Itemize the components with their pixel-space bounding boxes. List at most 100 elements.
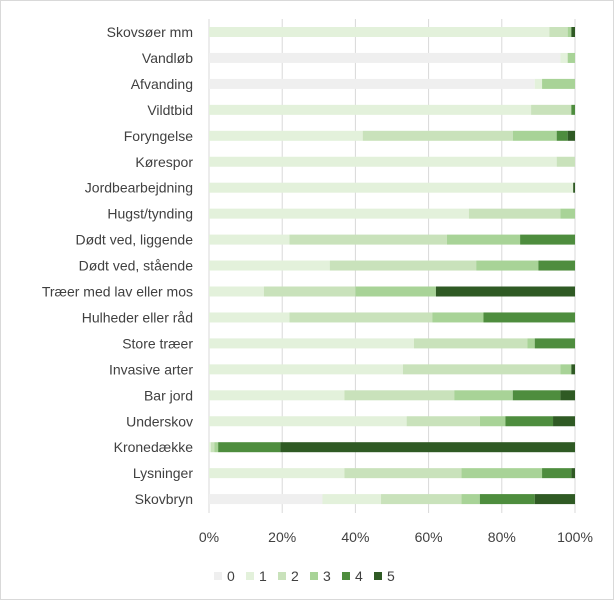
category-label: Kronedække	[114, 439, 194, 455]
x-axis-tick-labels: 0% 20% 40% 60% 80% 100%	[199, 529, 593, 545]
bar-segment	[468, 208, 561, 219]
bar-segment	[531, 104, 572, 115]
legend-swatch	[342, 572, 350, 580]
bar-segment	[402, 364, 561, 375]
bar-segment	[209, 27, 550, 37]
bar-segment	[505, 416, 554, 427]
bars	[209, 27, 575, 505]
legend: 0 1 2 3 4 5	[214, 568, 395, 584]
legend-swatch	[246, 572, 254, 580]
bar-segment	[413, 338, 528, 349]
bar-segment	[362, 130, 513, 141]
legend-label: 5	[387, 568, 395, 584]
x-tick-label: 100%	[557, 529, 593, 545]
bar-segment	[556, 156, 575, 167]
bar-segment	[560, 208, 575, 219]
bar-segment	[209, 312, 290, 323]
bar-segment	[567, 130, 575, 141]
bar-segment	[461, 494, 480, 505]
bar-segment	[280, 442, 575, 453]
bar-segment	[381, 494, 462, 505]
category-label: Vandløb	[142, 50, 193, 66]
bar-segment	[567, 52, 575, 63]
bar-segment	[344, 390, 455, 401]
x-tick-label: 20%	[268, 529, 296, 545]
category-labels: Skovsøer mm Vandløb Afvanding Vildtbid Foryn…	[42, 24, 194, 507]
category-label: Hulheder eller råd	[82, 309, 193, 325]
category-label: Invasive arter	[109, 361, 193, 377]
bar-segment	[549, 27, 568, 37]
bar-segment	[289, 234, 447, 245]
bar-segment	[512, 130, 557, 141]
category-label: Kørespor	[135, 154, 193, 170]
bar-segment	[476, 260, 539, 271]
bar-segment	[527, 338, 535, 349]
bar-segment	[209, 494, 323, 505]
bar-segment	[263, 286, 356, 297]
bar-segment	[573, 182, 575, 193]
bar-segment	[483, 312, 575, 323]
category-label: Store træer	[122, 335, 193, 351]
bar-segment	[209, 442, 211, 453]
bar-segment	[322, 494, 382, 505]
category-label: Hugst/tynding	[107, 206, 193, 222]
bar-segment	[542, 468, 572, 479]
bar-segment	[209, 338, 414, 349]
category-label: Træer med lav eller mos	[42, 284, 193, 300]
bar-segment	[209, 156, 557, 167]
bar-segment	[209, 130, 363, 141]
category-label: Dødt ved, stående	[79, 258, 194, 274]
bar-segment	[209, 52, 561, 63]
legend-swatch	[374, 572, 382, 580]
bar-segment	[355, 286, 436, 297]
bar-segment	[329, 260, 477, 271]
category-label: Bar jord	[144, 387, 193, 403]
bar-segment	[567, 27, 572, 37]
legend-swatch	[278, 572, 286, 580]
bar-segment	[479, 416, 506, 427]
bar-segment	[534, 338, 575, 349]
bar-segment	[209, 390, 345, 401]
bar-segment	[571, 364, 575, 375]
legend-label: 3	[323, 568, 331, 584]
bar-segment	[209, 286, 264, 297]
bar-segment	[209, 182, 574, 193]
category-label: Skovbryn	[135, 491, 193, 507]
bar-segment	[406, 416, 480, 427]
bar-segment	[446, 234, 521, 245]
bar-segment	[512, 390, 561, 401]
legend-label: 1	[259, 568, 267, 584]
bar-segment	[209, 104, 532, 115]
bar-segment	[209, 468, 345, 479]
bar-segment	[542, 78, 575, 89]
category-label: Afvanding	[131, 76, 193, 92]
bar-segment	[479, 494, 535, 505]
bar-segment	[534, 494, 575, 505]
legend-label: 0	[227, 568, 235, 584]
category-label: Foryngelse	[124, 128, 193, 144]
bar-segment	[571, 468, 575, 479]
x-tick-label: 60%	[415, 529, 443, 545]
bar-segment	[538, 260, 575, 271]
legend-swatch	[214, 572, 222, 580]
bar-segment	[571, 104, 575, 115]
bar-segment	[556, 130, 568, 141]
bar-segment	[209, 364, 403, 375]
category-label: Vildtbid	[147, 102, 193, 118]
bar-segment	[534, 78, 543, 89]
bar-segment	[210, 442, 215, 453]
bar-segment	[209, 208, 469, 219]
bar-segment	[553, 416, 575, 427]
bar-segment	[209, 78, 535, 89]
bar-segment	[571, 27, 575, 37]
bar-segment	[432, 312, 484, 323]
bar-segment	[454, 390, 513, 401]
bar-segment	[520, 234, 575, 245]
legend-label: 2	[291, 568, 299, 584]
bar-segment	[344, 468, 462, 479]
x-tick-label: 0%	[199, 529, 219, 545]
bar-segment	[214, 442, 219, 453]
bar-segment	[560, 390, 575, 401]
bar-segment	[209, 234, 290, 245]
